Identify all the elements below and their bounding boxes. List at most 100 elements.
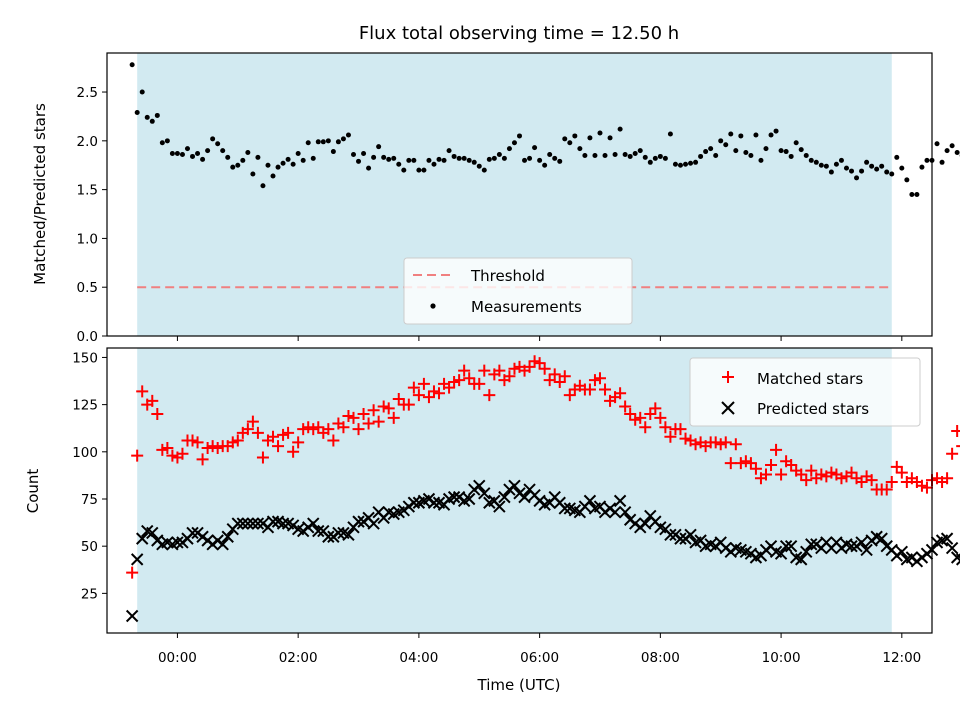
matched-star-marker <box>503 370 516 383</box>
matched-star-marker <box>624 408 637 421</box>
measurement-point <box>688 160 694 166</box>
predicted-star-marker <box>805 538 818 551</box>
predicted-star-marker <box>427 496 441 509</box>
measurement-point <box>325 138 331 144</box>
measurement-point <box>803 152 809 158</box>
measurement-point <box>376 144 382 150</box>
matched-star-markers <box>126 355 960 579</box>
matched-star-marker <box>362 417 375 430</box>
measurement-point <box>159 140 165 146</box>
predicted-star-marker <box>779 539 793 553</box>
measurement-point <box>904 177 910 183</box>
matched-star-marker <box>392 392 405 405</box>
measurement-point <box>683 161 689 167</box>
ratio-y-axis-label: Matched/Predicted stars <box>31 103 49 285</box>
matched-star-marker <box>307 423 320 436</box>
matched-star-marker <box>538 362 551 375</box>
legend-threshold-label: Threshold <box>470 267 545 285</box>
measurement-point <box>602 152 608 158</box>
measurement-point <box>677 162 683 168</box>
measurement-point <box>818 162 824 168</box>
measurement-point <box>874 166 880 172</box>
matched-star-marker <box>588 374 601 387</box>
measurement-point <box>567 140 573 146</box>
measurement-point <box>672 161 678 167</box>
predicted-star-marker <box>447 490 461 504</box>
y-tick-label: 2.5 <box>77 85 98 101</box>
measurement-point <box>778 148 784 154</box>
measurement-point <box>733 148 739 154</box>
measurement-point <box>823 163 829 169</box>
matched-star-marker <box>297 423 310 436</box>
matched-star-marker <box>267 430 280 443</box>
predicted-star-marker <box>895 545 909 559</box>
matched-star-marker <box>443 381 456 394</box>
x-tick-label: 06:00 <box>520 650 559 666</box>
measurement-point <box>527 155 533 161</box>
measurement-point <box>340 136 346 142</box>
matched-star-marker <box>347 411 360 424</box>
matched-star-marker <box>629 413 642 426</box>
measurement-point <box>914 192 920 197</box>
matched-star-marker <box>367 404 380 417</box>
predicted-star-marker <box>221 530 234 543</box>
matched-star-marker <box>277 428 290 441</box>
matched-star-marker <box>543 374 556 387</box>
predicted-star-marker <box>955 553 960 566</box>
measurement-point <box>371 154 377 160</box>
measurement-point <box>728 131 734 137</box>
matched-star-marker <box>709 436 722 449</box>
measurement-point <box>491 155 497 161</box>
matched-star-marker <box>583 383 596 396</box>
measurement-point <box>260 183 266 189</box>
measurement-point <box>718 138 724 144</box>
chart-title: Flux total observing time = 12.50 h <box>359 23 679 44</box>
matched-star-marker <box>714 438 727 451</box>
predicted-star-marker <box>186 526 199 540</box>
measurement-point <box>743 150 749 156</box>
matched-star-marker <box>679 432 692 445</box>
matched-star-marker <box>951 425 960 438</box>
matched-star-marker <box>880 483 893 496</box>
matched-star-marker <box>478 364 491 377</box>
measurement-point <box>426 157 432 163</box>
matched-star-marker <box>292 436 305 449</box>
measurement-point <box>869 163 875 169</box>
matched-star-marker <box>890 460 903 473</box>
matched-star-marker <box>558 370 571 383</box>
measurement-point <box>421 167 427 173</box>
measurement-point <box>330 149 336 155</box>
measurement-point <box>854 175 860 181</box>
measurement-point <box>713 152 719 158</box>
predicted-star-marker <box>518 490 531 504</box>
measurement-point <box>899 165 905 171</box>
measurement-point <box>939 159 945 165</box>
matched-star-marker <box>800 474 813 487</box>
measurement-point <box>295 151 301 157</box>
matched-star-marker <box>659 421 672 434</box>
y-tick-label: 2.0 <box>77 134 98 150</box>
matched-star-marker <box>563 389 576 402</box>
measurement-point <box>723 142 729 148</box>
matched-star-marker <box>322 423 335 436</box>
measurement-point <box>703 149 709 155</box>
matched-star-marker <box>302 421 315 434</box>
y-tick-label: 0.5 <box>77 280 98 296</box>
matched-star-marker <box>161 442 174 455</box>
predicted-star-marker <box>950 551 960 564</box>
matched-star-marker <box>508 362 521 375</box>
ratio-panel-frame <box>106 52 933 337</box>
matched-star-marker <box>337 421 350 434</box>
measurement-point <box>748 152 754 158</box>
measurement-point <box>471 159 477 165</box>
matched-star-marker <box>458 364 471 377</box>
measurement-point <box>461 155 467 161</box>
matched-star-marker <box>231 434 244 447</box>
y-tick-label: 1.5 <box>77 183 98 199</box>
matched-star-marker <box>654 411 667 424</box>
matched-star-marker <box>533 357 546 370</box>
matched-star-marker <box>166 449 179 462</box>
measurement-point <box>577 146 583 152</box>
matched-star-marker <box>775 468 788 481</box>
